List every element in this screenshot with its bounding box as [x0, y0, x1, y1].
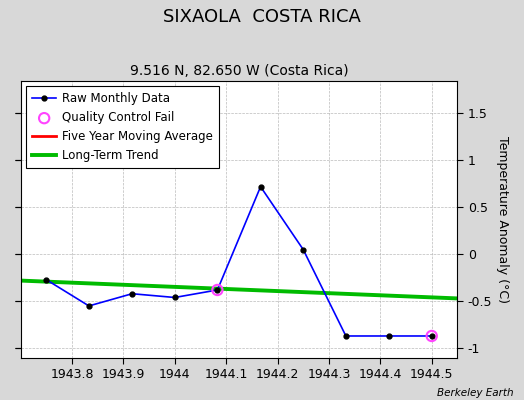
Y-axis label: Temperature Anomaly (°C): Temperature Anomaly (°C) — [496, 136, 509, 302]
Text: SIXAOLA  COSTA RICA: SIXAOLA COSTA RICA — [163, 8, 361, 26]
Raw Monthly Data — [129, 291, 135, 296]
Legend: Raw Monthly Data, Quality Control Fail, Five Year Moving Average, Long-Term Tren: Raw Monthly Data, Quality Control Fail, … — [26, 86, 219, 168]
Line: Raw Monthly Data: Raw Monthly Data — [44, 184, 434, 338]
Raw Monthly Data — [171, 295, 178, 300]
Raw Monthly Data — [429, 334, 435, 338]
Raw Monthly Data — [343, 334, 349, 338]
Text: Berkeley Earth: Berkeley Earth — [437, 388, 514, 398]
Raw Monthly Data — [86, 304, 92, 308]
Raw Monthly Data — [43, 277, 49, 282]
Raw Monthly Data — [214, 288, 221, 292]
Raw Monthly Data — [257, 184, 264, 189]
Quality Control Fail — [213, 287, 222, 293]
Raw Monthly Data — [300, 247, 307, 252]
Title: 9.516 N, 82.650 W (Costa Rica): 9.516 N, 82.650 W (Costa Rica) — [129, 64, 348, 78]
Quality Control Fail — [428, 333, 436, 339]
Raw Monthly Data — [386, 334, 392, 338]
